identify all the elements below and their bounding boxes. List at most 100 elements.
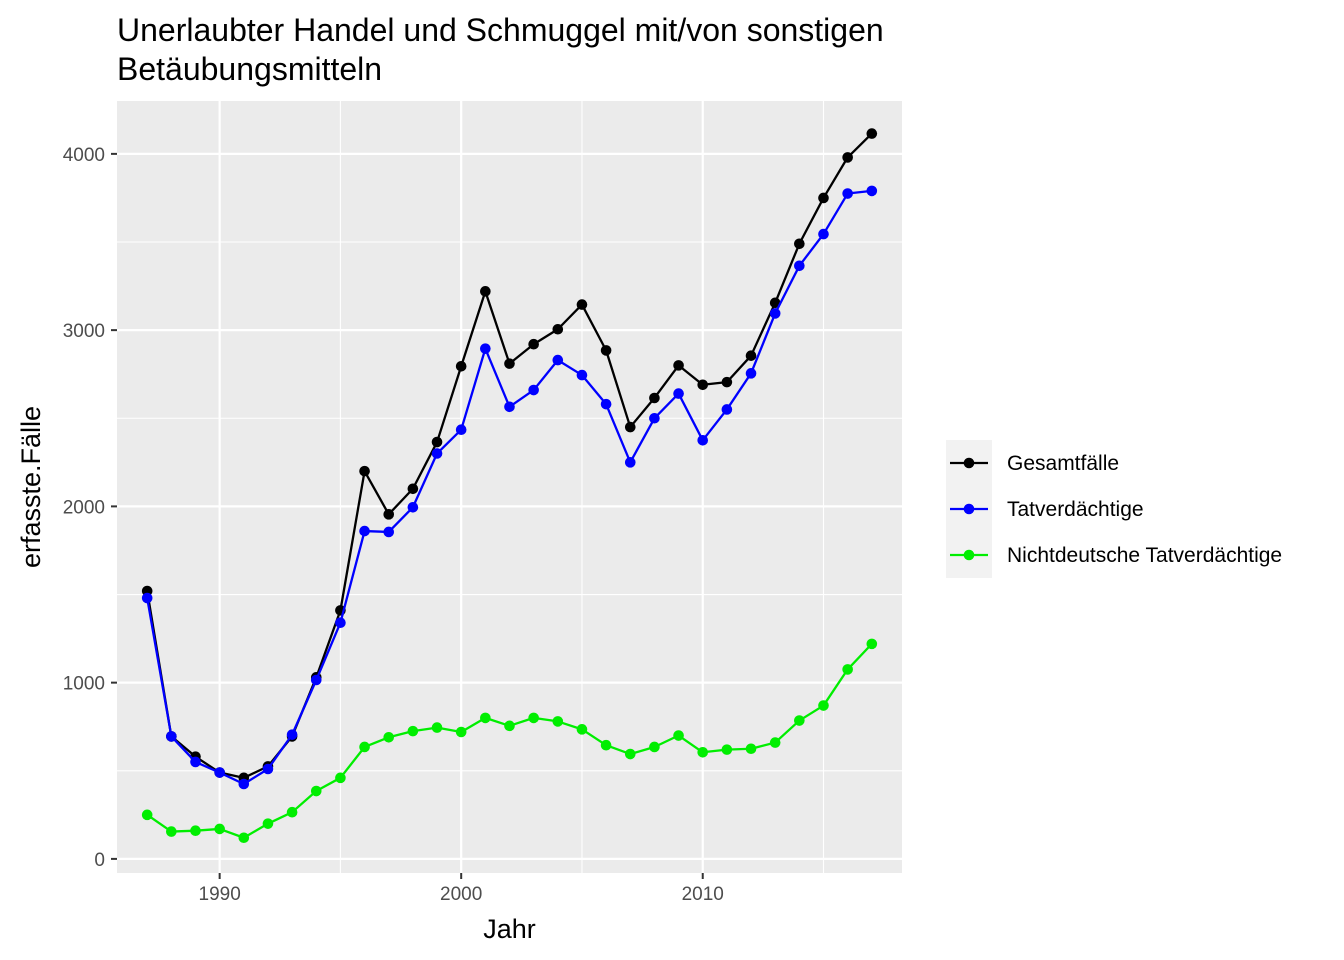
data-point — [431, 722, 443, 733]
data-point — [624, 748, 636, 760]
data-point — [190, 825, 201, 836]
data-point — [359, 525, 370, 537]
data-point — [866, 128, 878, 139]
data-point — [866, 185, 878, 197]
data-point — [383, 526, 395, 538]
chart-title-line-1: Unerlaubter Handel und Schmuggel mit/von… — [117, 12, 884, 48]
data-point — [238, 832, 250, 844]
data-point — [214, 767, 225, 778]
y-axis-title: erfasste.Fälle — [16, 406, 46, 568]
x-tick-label: 2010 — [682, 884, 724, 905]
data-point — [673, 388, 684, 399]
data-point — [166, 731, 177, 742]
y-tick-label: 0 — [94, 850, 105, 871]
data-point — [794, 238, 805, 250]
data-point — [769, 308, 781, 319]
data-point — [600, 398, 612, 410]
data-point — [745, 743, 757, 755]
data-point — [697, 434, 709, 446]
data-point — [407, 501, 419, 513]
data-point — [842, 188, 853, 199]
legend-label: Gesamtfälle — [1007, 452, 1119, 475]
data-point — [455, 726, 467, 738]
y-tick-label: 4000 — [63, 145, 105, 166]
data-point — [794, 715, 805, 726]
data-point — [310, 785, 322, 797]
data-point — [214, 823, 225, 835]
data-point — [552, 716, 564, 727]
data-point — [769, 737, 781, 748]
legend: Gesamtfälle Tatverdächtige Nichtdeutsche T… — [946, 440, 1282, 578]
data-point — [190, 756, 201, 768]
data-point — [431, 448, 443, 459]
data-point — [480, 712, 491, 724]
data-point — [310, 674, 322, 686]
data-point — [649, 412, 660, 424]
series-layer — [141, 128, 878, 844]
data-point — [697, 379, 709, 391]
data-point — [238, 778, 250, 790]
data-point — [721, 744, 733, 755]
data-point — [166, 826, 177, 837]
data-point — [697, 746, 709, 758]
data-point — [504, 358, 515, 369]
data-point — [407, 483, 419, 495]
data-point — [673, 730, 684, 741]
x-tick-label: 1990 — [199, 884, 241, 905]
legend-label: Nichtdeutsche Tatverdächtige — [1007, 544, 1282, 567]
data-point — [504, 401, 515, 413]
data-point — [624, 421, 636, 433]
data-point — [528, 384, 539, 396]
data-point — [286, 806, 298, 818]
y-tick-label: 3000 — [63, 321, 105, 342]
data-point — [745, 350, 757, 361]
data-point — [842, 664, 853, 675]
chart-title-line-2: Betäubungsmitteln — [117, 51, 382, 87]
data-point — [141, 809, 153, 821]
y-tick-label: 2000 — [63, 497, 105, 518]
data-point — [624, 457, 636, 468]
data-point — [673, 360, 684, 371]
data-point — [262, 818, 274, 829]
data-point — [818, 228, 829, 240]
legend-key-point — [963, 549, 975, 561]
data-point — [383, 731, 395, 743]
data-point — [528, 338, 539, 350]
data-point — [600, 345, 612, 356]
data-point — [649, 392, 660, 404]
data-point — [528, 712, 539, 724]
data-point — [794, 260, 805, 272]
axis-ticks — [111, 152, 704, 879]
data-point — [431, 436, 443, 448]
x-axis-tick-labels: 1990 2000 2010 — [199, 884, 724, 905]
x-axis-title: Jahr — [483, 914, 536, 944]
x-tick-label: 2000 — [440, 884, 482, 905]
legend-key-point — [963, 503, 975, 515]
data-point — [335, 772, 346, 784]
data-point — [286, 729, 298, 740]
data-point — [455, 360, 467, 372]
data-point — [576, 299, 588, 310]
data-point — [504, 720, 515, 732]
data-point — [480, 343, 491, 354]
data-point — [769, 297, 781, 309]
data-point — [359, 741, 370, 753]
data-point — [552, 354, 564, 366]
data-point — [576, 369, 588, 381]
data-point — [721, 376, 733, 388]
data-point — [600, 739, 612, 751]
major-gridlines — [117, 101, 902, 873]
data-point — [383, 509, 395, 520]
legend-key-point — [963, 457, 975, 469]
data-point — [818, 192, 829, 204]
y-tick-label: 1000 — [63, 674, 105, 695]
y-axis-tick-labels: 0 1000 2000 3000 4000 — [63, 145, 105, 871]
data-point — [407, 725, 419, 737]
legend-label: Tatverdächtige — [1007, 498, 1144, 521]
data-point — [141, 592, 153, 604]
data-point — [335, 617, 346, 629]
data-point — [649, 741, 660, 753]
data-point — [480, 286, 491, 297]
data-point — [359, 465, 370, 477]
